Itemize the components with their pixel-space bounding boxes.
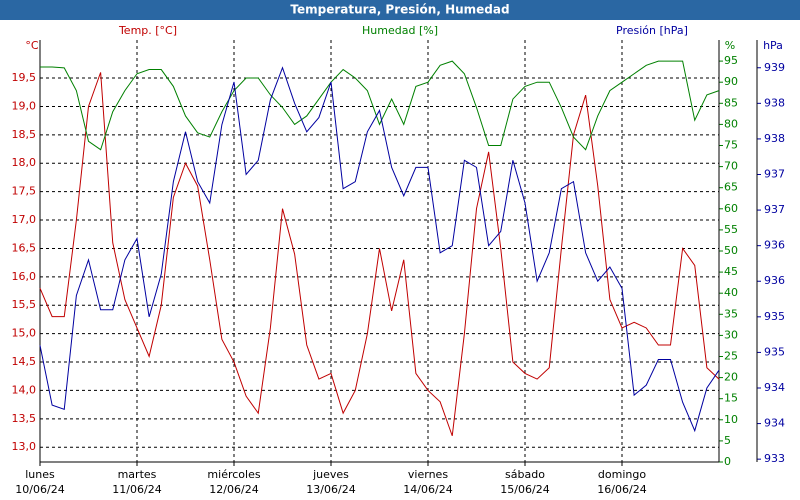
x-tick-label: viernes — [408, 468, 448, 481]
legend-label: Humedad [%] — [362, 24, 438, 37]
x-tick-date: 11/06/24 — [112, 483, 161, 496]
y-tick-label: 17,5 — [12, 185, 37, 198]
y3-tick-label: 934 — [764, 381, 785, 394]
y2-tick-label: 70 — [724, 160, 738, 173]
y3-tick-label: 933 — [764, 452, 785, 465]
y-unit: °C — [25, 39, 39, 52]
x-tick-date: 14/06/24 — [403, 483, 452, 496]
y3-tick-label: 934 — [764, 417, 785, 430]
y3-tick-label: 938 — [764, 132, 785, 145]
y-tick-label: 17,0 — [12, 213, 37, 226]
legend-label: Presión [hPa] — [616, 24, 688, 37]
y3-tick-label: 937 — [764, 203, 785, 216]
y2-tick-label: 65 — [724, 181, 738, 194]
y3-tick-label: 936 — [764, 239, 785, 252]
x-tick-date: 13/06/24 — [306, 483, 355, 496]
y3-tick-label: 936 — [764, 274, 785, 287]
y2-unit: % — [725, 39, 735, 52]
x-tick-date: 10/06/24 — [15, 483, 64, 496]
y2-tick-label: 50 — [724, 244, 738, 257]
y2-tick-label: 85 — [724, 96, 738, 109]
y2-tick-label: 60 — [724, 202, 738, 215]
chart-title: Temperatura, Presión, Humedad — [290, 3, 509, 17]
y2-tick-label: 20 — [724, 371, 738, 384]
x-tick-date: 16/06/24 — [597, 483, 646, 496]
y2-tick-label: 5 — [724, 434, 731, 447]
y2-tick-label: 40 — [724, 286, 738, 299]
y-tick-label: 14,5 — [12, 355, 37, 368]
y-tick-label: 18,0 — [12, 156, 37, 169]
y3-unit: hPa — [763, 39, 783, 52]
y3-tick-label: 938 — [764, 96, 785, 109]
y-tick-label: 16,5 — [12, 241, 37, 254]
y2-tick-label: 55 — [724, 223, 738, 236]
y-tick-label: 13,5 — [12, 412, 37, 425]
x-tick-date: 12/06/24 — [209, 483, 258, 496]
y-tick-label: 14,0 — [12, 383, 37, 396]
y-tick-label: 19,0 — [12, 99, 37, 112]
x-tick-label: miércoles — [207, 468, 260, 481]
x-tick-date: 15/06/24 — [500, 483, 549, 496]
y2-tick-label: 15 — [724, 392, 738, 405]
x-tick-label: martes — [118, 468, 157, 481]
y2-tick-label: 80 — [724, 117, 738, 130]
title-bar — [0, 0, 800, 20]
y2-tick-label: 95 — [724, 54, 738, 67]
x-tick-label: lunes — [25, 468, 55, 481]
y2-tick-label: 45 — [724, 265, 738, 278]
series-line — [40, 60, 720, 151]
y2-tick-label: 30 — [724, 328, 738, 341]
y3-tick-label: 937 — [764, 167, 785, 180]
y2-tick-label: 25 — [724, 350, 738, 363]
y3-tick-label: 939 — [764, 61, 785, 74]
series-line — [39, 72, 720, 437]
legend-label: Temp. [°C] — [118, 24, 177, 37]
y-tick-label: 15,5 — [12, 298, 37, 311]
y2-tick-label: 10 — [724, 413, 738, 426]
x-tick-label: domingo — [598, 468, 646, 481]
series-line — [39, 66, 720, 433]
y2-tick-label: 75 — [724, 139, 738, 152]
y2-tick-label: 90 — [724, 75, 738, 88]
y-tick-label: 15,0 — [12, 327, 37, 340]
y3-tick-label: 935 — [764, 310, 785, 323]
x-tick-label: jueves — [312, 468, 349, 481]
y2-tick-label: 35 — [724, 307, 738, 320]
y-tick-label: 16,0 — [12, 270, 37, 283]
y-tick-label: 19,5 — [12, 71, 37, 84]
y-tick-label: 13,0 — [12, 440, 37, 453]
y-tick-label: 18,5 — [12, 128, 37, 141]
x-tick-label: sábado — [505, 468, 545, 481]
y3-tick-label: 935 — [764, 345, 785, 358]
y2-tick-label: 0 — [724, 455, 731, 468]
